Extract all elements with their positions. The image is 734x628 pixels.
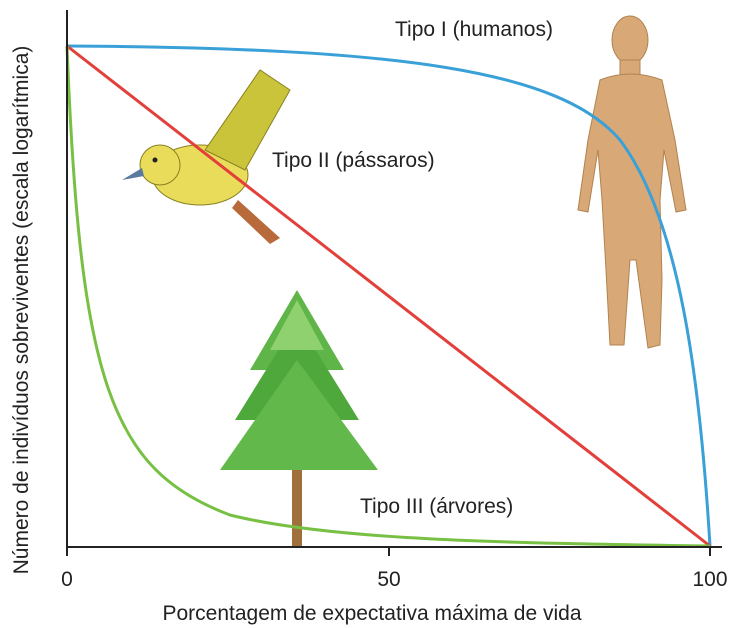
tree-illustration xyxy=(220,290,378,548)
y-axis-label: Número de indivíduos sobreviventes (esca… xyxy=(10,46,33,575)
human-illustration xyxy=(577,15,687,349)
bird-illustration xyxy=(122,69,291,244)
x-tick-label: 100 xyxy=(692,568,727,591)
curve-label: Tipo III (árvores) xyxy=(360,495,513,518)
curve-label: Tipo I (humanos) xyxy=(395,18,553,41)
x-tick-label: 50 xyxy=(377,568,400,591)
curve-label: Tipo II (pássaros) xyxy=(272,149,435,172)
curve-type-3 xyxy=(65,45,711,548)
x-tick-label: 0 xyxy=(61,568,73,591)
x-axis-label: Porcentagem de expectativa máxima de vid… xyxy=(162,602,581,625)
curve-type-2 xyxy=(66,44,711,548)
curve-type-1 xyxy=(66,44,712,547)
